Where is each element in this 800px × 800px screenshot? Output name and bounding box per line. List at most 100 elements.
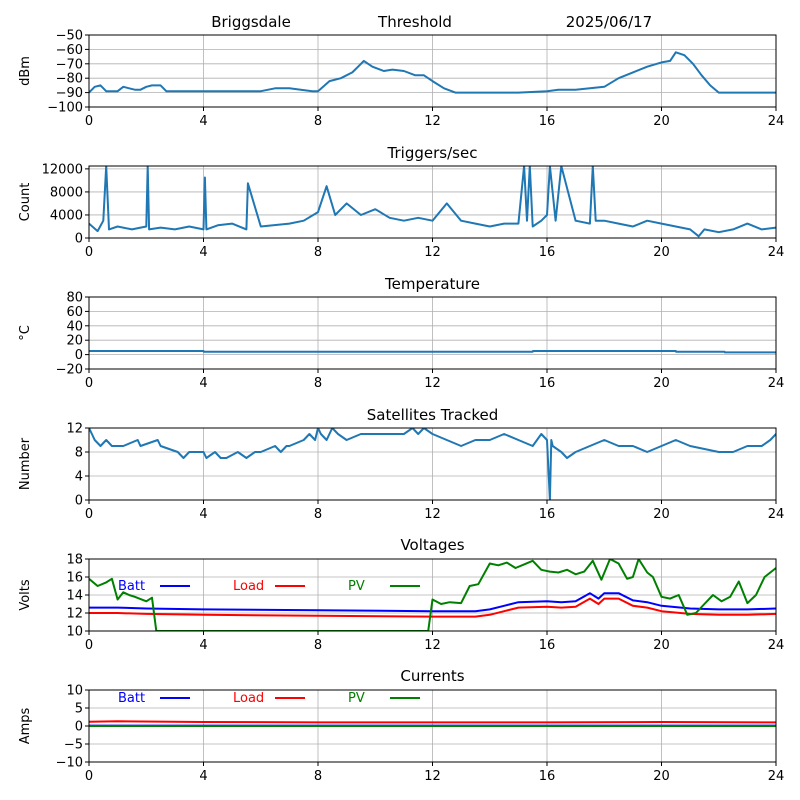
x-tick-label: 8 xyxy=(314,507,322,522)
series-line-0 xyxy=(89,428,776,500)
series-line-batt xyxy=(89,592,776,613)
y-tick-label: 20 xyxy=(66,334,83,349)
y-tick-label: 0 xyxy=(75,720,83,735)
y-tick-label: 8 xyxy=(75,446,83,461)
x-tick-label: 0 xyxy=(85,245,93,260)
y-tick-label: 0 xyxy=(75,494,83,509)
x-tick-label: 4 xyxy=(199,769,207,784)
legend-label-batt: Batt xyxy=(118,579,145,594)
y-tick-label: 12000 xyxy=(42,162,83,177)
y-tick-label: 16 xyxy=(66,571,83,586)
y-axis-label: Volts xyxy=(18,579,33,611)
y-tick-label: 0 xyxy=(75,232,83,247)
x-tick-label: 20 xyxy=(653,769,670,784)
x-tick-label: 20 xyxy=(653,376,670,391)
x-tick-label: 20 xyxy=(653,114,670,129)
panel-0: 0 4 8 12 16 20 24 −100−90−80−70−60−50 dBm xyxy=(18,29,784,130)
x-tick-label: 12 xyxy=(424,769,441,784)
x-tick-label: 0 xyxy=(85,114,93,129)
y-tick-label: −70 xyxy=(56,57,83,72)
x-tick-label: 24 xyxy=(768,376,785,391)
x-tick-label: 0 xyxy=(85,638,93,653)
y-tick-label: −10 xyxy=(56,756,83,771)
chart-title: Satellites Tracked xyxy=(367,406,498,424)
x-tick-label: 16 xyxy=(539,376,556,391)
series-line-load xyxy=(89,720,776,724)
y-tick-label: −50 xyxy=(56,29,83,44)
y-tick-label: 10 xyxy=(66,625,83,640)
x-tick-label: 20 xyxy=(653,245,670,260)
x-tick-label: 4 xyxy=(199,114,207,129)
y-axis-label: Number xyxy=(18,437,33,490)
y-tick-label: 40 xyxy=(66,319,83,334)
panel-4: 0 4 8 12 16 20 24 10 12 14 16 18 Voltages Volts Batt Lo… xyxy=(18,536,784,653)
y-tick-label: −100 xyxy=(47,101,83,116)
x-tick-label: 0 xyxy=(85,769,93,784)
y-tick-label: 8000 xyxy=(50,185,83,200)
x-tick-label: 24 xyxy=(768,245,785,260)
x-tick-label: 24 xyxy=(768,769,785,784)
x-tick-label: 16 xyxy=(539,769,556,784)
x-tick-label: 12 xyxy=(424,376,441,391)
legend-label-batt: Batt xyxy=(118,691,145,706)
y-tick-label: −80 xyxy=(56,72,83,87)
y-tick-label: 12 xyxy=(66,607,83,622)
x-tick-label: 24 xyxy=(768,114,785,129)
x-tick-label: 12 xyxy=(424,114,441,129)
y-tick-label: 80 xyxy=(66,291,83,306)
chart-title: Temperature xyxy=(384,275,480,293)
x-tick-label: 12 xyxy=(424,507,441,522)
x-tick-label: 16 xyxy=(539,638,556,653)
x-tick-label: 8 xyxy=(314,114,322,129)
x-tick-label: 16 xyxy=(539,507,556,522)
y-tick-label: −90 xyxy=(56,86,83,101)
panel-5: 0 4 8 12 16 20 24 −10 −5 0 5 10 Currents Amps Batt Load… xyxy=(18,667,784,784)
x-tick-label: 8 xyxy=(314,245,322,260)
legend-label-pv: PV xyxy=(348,691,365,706)
series-line-0 xyxy=(89,51,776,94)
y-tick-label: −60 xyxy=(56,43,83,58)
series-line-load xyxy=(89,597,776,618)
y-tick-label: 0 xyxy=(75,348,83,363)
header-site: Briggsdale xyxy=(211,13,291,31)
series-line-0 xyxy=(89,166,776,238)
x-tick-label: 12 xyxy=(424,638,441,653)
x-tick-label: 4 xyxy=(199,638,207,653)
chart-title: Voltages xyxy=(400,536,464,554)
chart-title: Currents xyxy=(400,667,464,685)
legend-label-pv: PV xyxy=(348,579,365,594)
y-tick-label: 18 xyxy=(66,553,83,568)
y-axis-label: °C xyxy=(18,325,33,341)
header-label: Threshold xyxy=(377,13,452,31)
y-tick-label: 4000 xyxy=(50,208,83,223)
legend-label-load: Load xyxy=(233,579,264,594)
x-tick-label: 4 xyxy=(199,507,207,522)
y-axis-label: Amps xyxy=(18,707,33,744)
y-axis-label: Count xyxy=(18,183,33,222)
x-tick-label: 24 xyxy=(768,507,785,522)
x-tick-label: 20 xyxy=(653,638,670,653)
y-tick-label: −5 xyxy=(64,738,83,753)
x-tick-label: 8 xyxy=(314,638,322,653)
x-tick-label: 12 xyxy=(424,245,441,260)
chart-title: Triggers/sec xyxy=(387,144,478,162)
x-tick-label: 8 xyxy=(314,376,322,391)
y-tick-label: 14 xyxy=(66,589,83,604)
x-tick-label: 0 xyxy=(85,376,93,391)
legend-label-load: Load xyxy=(233,691,264,706)
y-tick-label: −20 xyxy=(56,363,83,378)
y-tick-label: 60 xyxy=(66,305,83,320)
x-tick-label: 4 xyxy=(199,245,207,260)
x-tick-label: 16 xyxy=(539,114,556,129)
y-tick-label: 10 xyxy=(66,684,83,699)
y-tick-label: 12 xyxy=(66,422,83,437)
header-date: 2025/06/17 xyxy=(566,13,652,31)
panel-1: 0 4 8 12 16 20 24 0 4000 8000 12000 Triggers/sec Cou… xyxy=(18,144,784,260)
x-tick-label: 24 xyxy=(768,638,785,653)
x-tick-label: 20 xyxy=(653,507,670,522)
series-line-pv xyxy=(89,559,776,631)
x-tick-label: 16 xyxy=(539,245,556,260)
